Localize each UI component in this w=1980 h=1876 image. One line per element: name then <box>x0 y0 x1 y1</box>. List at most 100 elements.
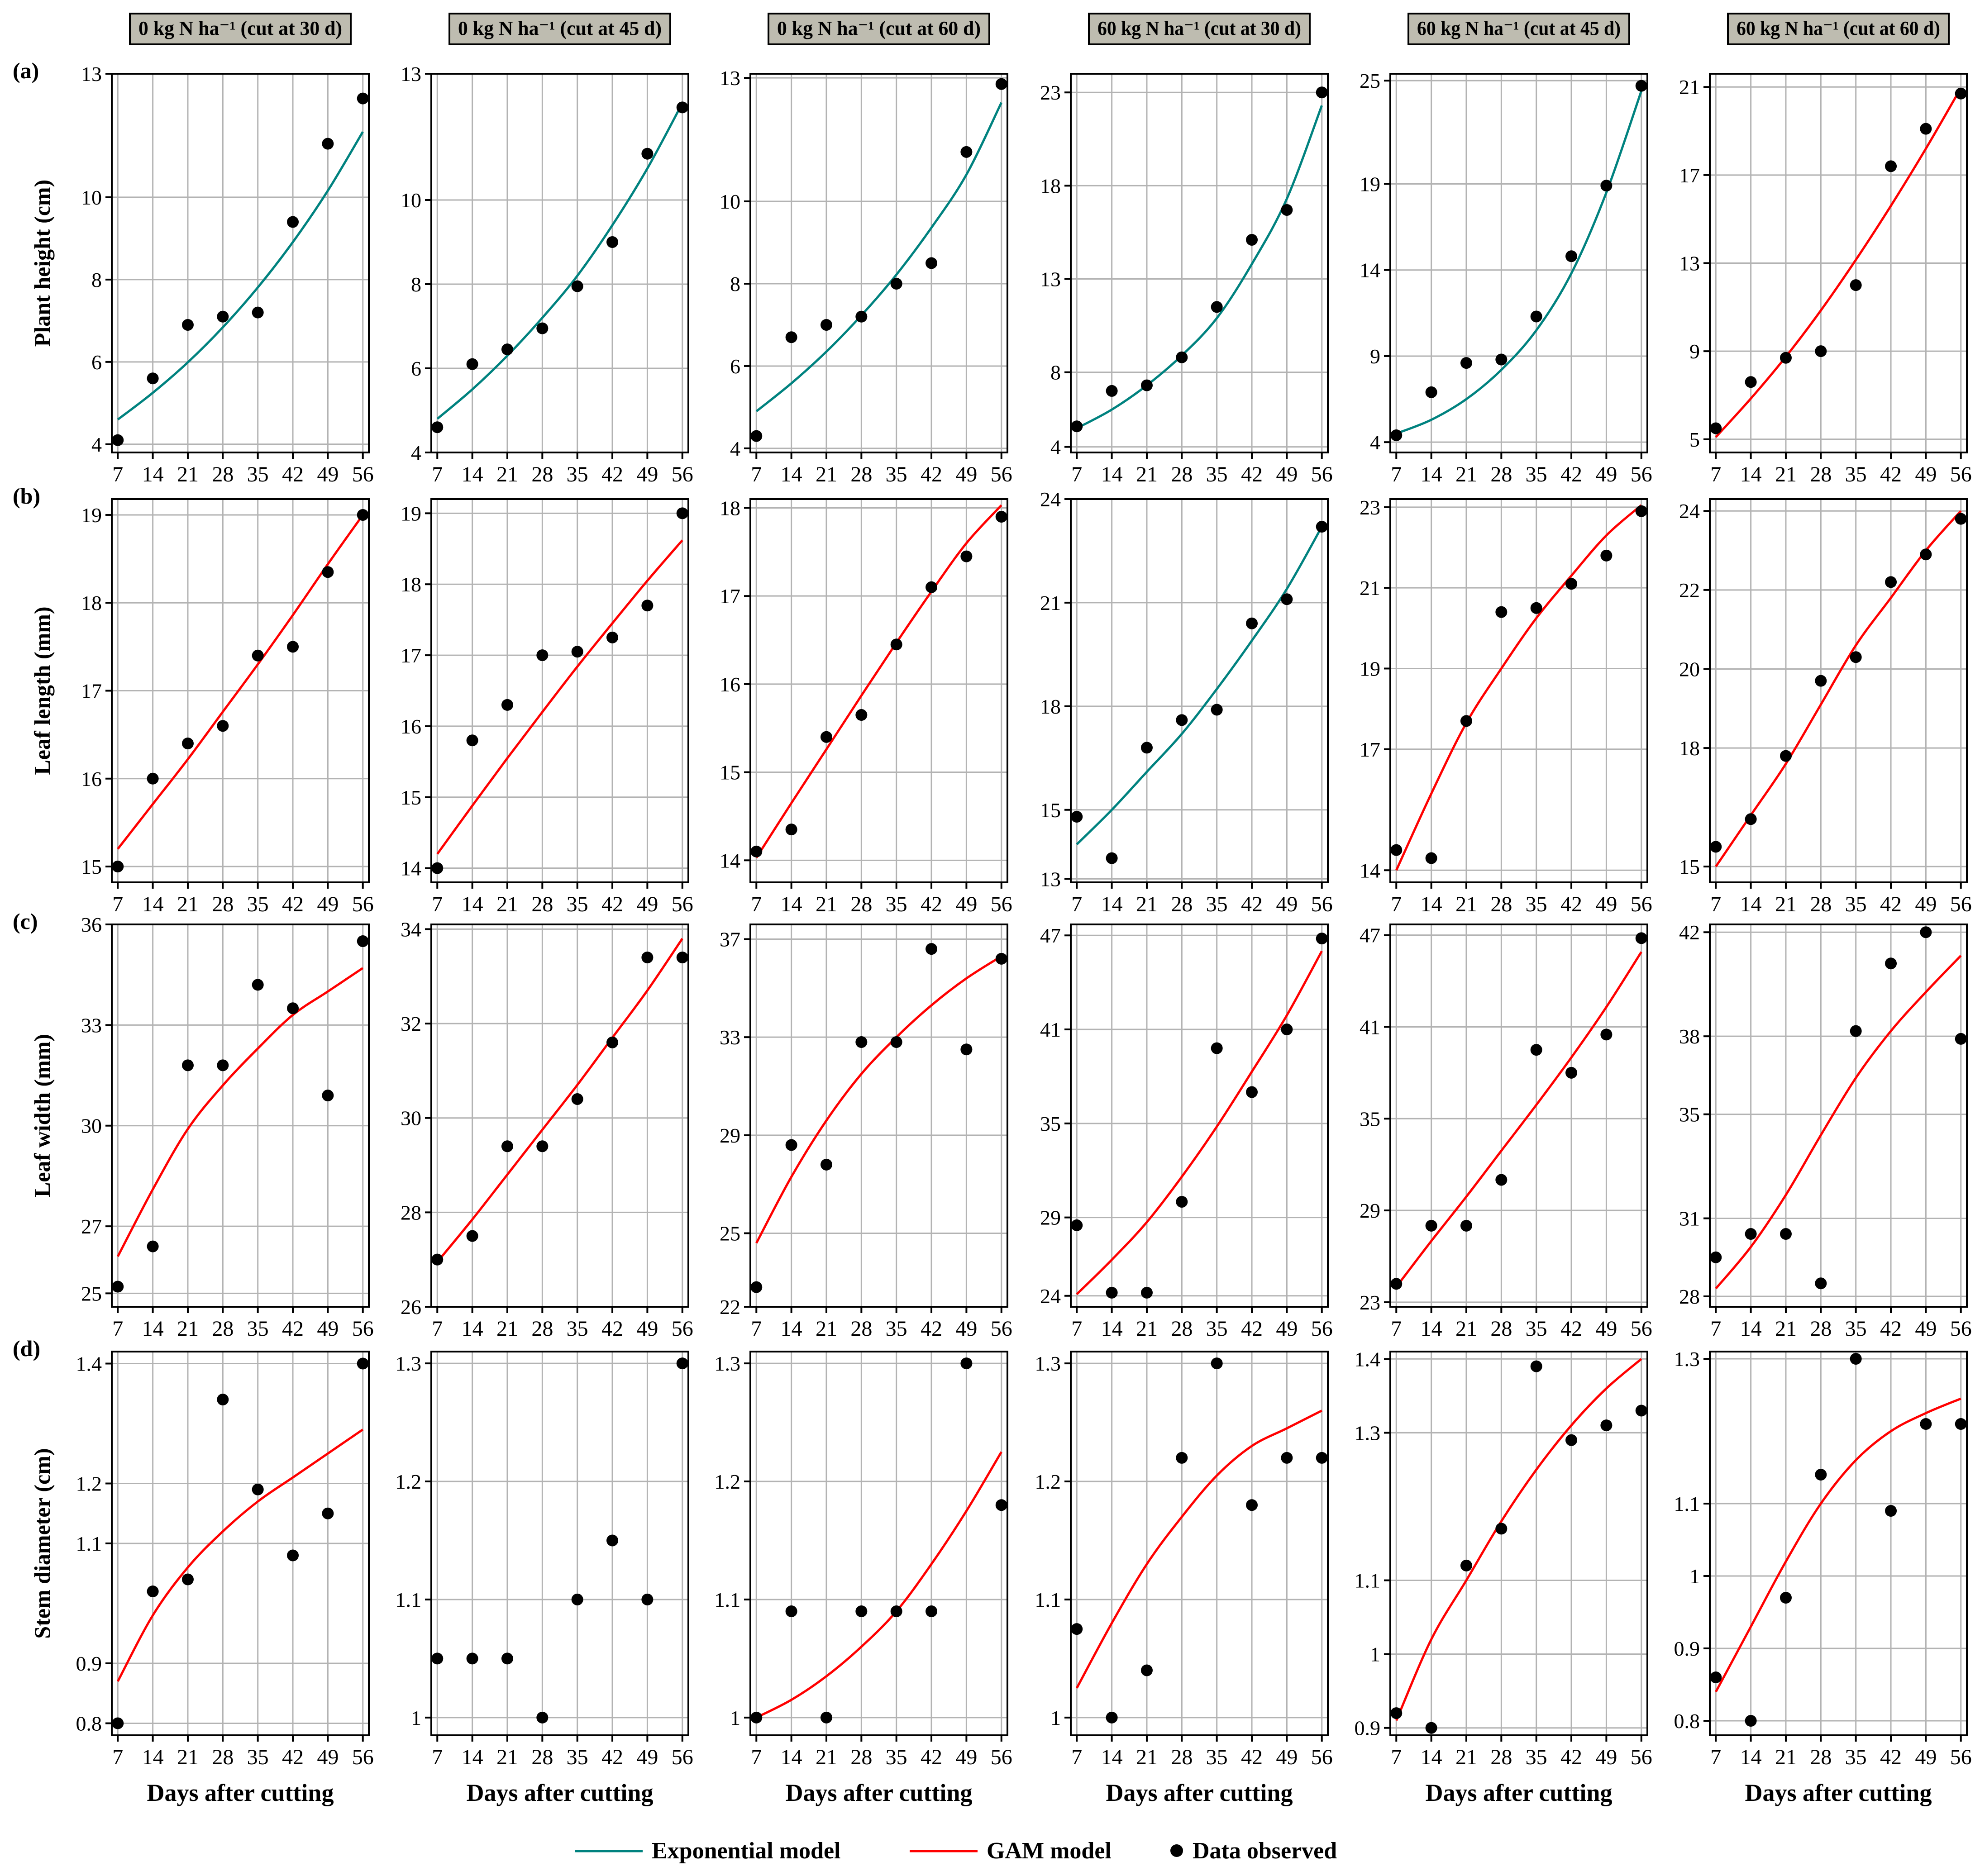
y-tick-label: 23 <box>1360 1291 1380 1314</box>
gam-fit-line <box>1395 1358 1642 1721</box>
panel: 7 14 21 28 35 42 49 56 28 31 35 38 42 <box>1679 921 1972 1341</box>
x-tick-label: 35 <box>1845 462 1867 486</box>
x-axis-label: Days after cutting <box>1106 1779 1293 1806</box>
x-axis-label: Days after cutting <box>786 1779 973 1806</box>
observed-point <box>960 550 973 562</box>
y-tick-label: 4 <box>91 433 102 456</box>
exponential-fit-line <box>755 102 1002 412</box>
observed-point <box>181 319 194 331</box>
observed-point <box>217 1059 229 1071</box>
observed-point <box>1176 1195 1188 1208</box>
x-tick-label: 14 <box>142 462 164 486</box>
x-tick-label: 14 <box>462 462 483 486</box>
gam-fit-line <box>756 1451 1002 1719</box>
observed-point <box>287 1549 299 1562</box>
y-tick-label: 19 <box>1360 172 1380 195</box>
x-tick-label: 49 <box>1915 1745 1937 1769</box>
y-tick-label: 0.8 <box>1674 1709 1700 1733</box>
panel: 7 14 21 28 35 42 49 56 23 29 35 41 47 <box>1360 924 1652 1341</box>
observed-point <box>1530 1360 1542 1372</box>
y-tick-label: 10 <box>720 190 740 213</box>
x-tick-label: 21 <box>816 892 837 916</box>
panel: 7 14 21 28 35 42 49 56 4 6 8 10 13 <box>401 62 693 486</box>
observed-point <box>1565 578 1578 590</box>
observed-point <box>1460 357 1472 369</box>
x-tick-label: 35 <box>886 892 907 916</box>
observed-point <box>995 78 1007 90</box>
x-tick-label: 42 <box>1880 892 1902 916</box>
observed-point <box>1106 1711 1118 1724</box>
x-tick-label: 7 <box>112 892 123 916</box>
exponential-fit-line <box>117 131 364 421</box>
observed-point <box>890 1605 902 1618</box>
observed-point <box>322 138 334 150</box>
x-tick-label: 7 <box>751 892 762 916</box>
x-tick-label: 7 <box>751 1745 762 1769</box>
x-tick-label: 21 <box>1775 892 1797 916</box>
x-tick-label: 56 <box>352 1317 374 1341</box>
x-tick-label: 28 <box>212 1317 234 1341</box>
observed-point <box>1106 1286 1118 1299</box>
x-tick-label: 49 <box>1276 462 1298 486</box>
y-tick-label: 30 <box>81 1114 102 1138</box>
x-tick-label: 7 <box>751 1317 762 1341</box>
legend-label: Exponential model <box>652 1838 841 1864</box>
x-tick-label: 14 <box>462 1317 483 1341</box>
x-tick-label: 35 <box>886 1745 907 1769</box>
y-tick-label: 23 <box>1040 81 1061 104</box>
observed-point <box>820 1158 832 1171</box>
observed-point <box>606 1534 619 1547</box>
y-tick-label: 21 <box>1360 576 1380 600</box>
y-tick-label: 1.1 <box>715 1588 741 1611</box>
observed-point <box>1460 1559 1472 1571</box>
column-header-label: 60 kg N ha⁻¹ (cut at 60 d) <box>1737 17 1940 39</box>
gam-fit-line <box>755 955 1002 1244</box>
y-tick-label: 18 <box>81 591 102 614</box>
panel: 7 14 21 28 35 42 49 56 5 9 13 17 21 <box>1679 73 1972 486</box>
y-tick-label: 13 <box>81 62 102 86</box>
y-tick-label: 19 <box>401 502 421 525</box>
observed-point <box>1920 1418 1932 1430</box>
observed-point <box>1530 1044 1542 1056</box>
x-tick-label: 49 <box>1276 1317 1298 1341</box>
x-tick-label: 7 <box>1071 1745 1082 1769</box>
observed-point <box>112 1717 124 1729</box>
x-tick-label: 14 <box>462 892 483 916</box>
y-tick-label: 15 <box>1040 799 1061 822</box>
observed-point <box>1071 420 1083 433</box>
x-tick-label: 21 <box>496 462 518 486</box>
observed-point <box>287 1002 299 1014</box>
x-tick-label: 35 <box>567 1317 588 1341</box>
x-tick-label: 7 <box>1071 892 1082 916</box>
y-tick-label: 35 <box>1679 1103 1700 1126</box>
x-tick-label: 7 <box>751 462 762 486</box>
panel-frame <box>1709 924 1968 1308</box>
y-tick-label: 16 <box>81 767 102 790</box>
observed-point <box>1885 957 1897 970</box>
x-tick-label: 28 <box>1810 462 1832 486</box>
x-tick-label: 56 <box>1631 892 1652 916</box>
x-tick-label: 28 <box>850 892 872 916</box>
x-tick-label: 21 <box>1775 1745 1797 1769</box>
panel: 7 14 21 28 35 42 49 56 4 8 13 18 23 <box>1040 73 1333 486</box>
x-tick-label: 56 <box>1950 462 1972 486</box>
x-tick-label: 56 <box>1631 1317 1652 1341</box>
x-tick-label: 35 <box>1206 1317 1228 1341</box>
x-tick-label: 21 <box>177 892 199 916</box>
x-tick-label: 49 <box>317 462 339 486</box>
y-tick-label: 38 <box>1679 1025 1700 1048</box>
y-tick-label: 1.3 <box>715 1352 741 1375</box>
x-tick-label: 49 <box>955 892 977 916</box>
x-tick-label: 21 <box>1136 462 1158 486</box>
x-tick-label: 35 <box>1526 892 1547 916</box>
y-tick-label: 17 <box>81 680 102 703</box>
x-tick-label: 14 <box>781 1317 802 1341</box>
observed-point <box>1530 310 1542 323</box>
x-tick-label: 28 <box>1490 462 1512 486</box>
x-tick-label: 42 <box>921 892 942 916</box>
observed-point <box>1495 353 1508 366</box>
y-tick-label: 16 <box>401 715 421 738</box>
observed-point <box>926 257 938 269</box>
